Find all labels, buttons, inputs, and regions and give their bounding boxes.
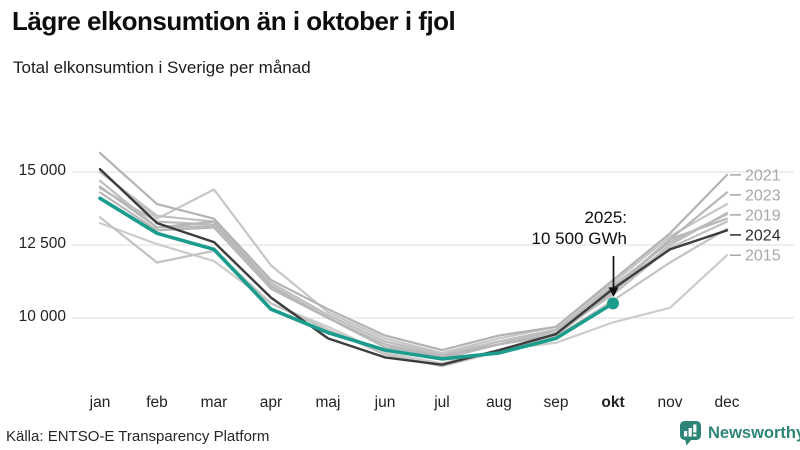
line-2021 <box>98 151 729 352</box>
year-label-2024: 2024 <box>745 227 781 244</box>
x-tick-aug: aug <box>486 394 512 411</box>
year-label-2019: 2019 <box>745 207 781 224</box>
year-label-2023: 2023 <box>745 187 781 204</box>
line-2018 <box>98 169 729 355</box>
current-month-dot <box>607 297 619 310</box>
y-tick-12500: 12 500 <box>18 235 66 252</box>
x-tick-jul: jul <box>434 394 450 411</box>
annotation-2025: 2025: 10 500 GWh <box>532 207 627 249</box>
annotation-line1: 2025: <box>584 208 627 227</box>
line-2024 <box>98 167 729 366</box>
x-tick-mar: mar <box>200 394 228 411</box>
x-tick-apr: apr <box>259 394 283 411</box>
x-tick-feb: feb <box>146 394 168 411</box>
x-tick-sep: sep <box>543 394 569 411</box>
line-2015 <box>98 222 729 365</box>
year-label-2021: 2021 <box>745 167 781 184</box>
annotation-line2: 10 500 GWh <box>531 229 627 248</box>
source-credit: Källa: ENTSO-E Transparency Platform <box>6 428 270 445</box>
x-tick-maj: maj <box>315 394 341 411</box>
x-tick-dec: dec <box>714 394 740 411</box>
x-tick-jun: jun <box>374 394 396 411</box>
line-2022 <box>98 170 729 356</box>
line-2025 <box>98 196 615 361</box>
y-tick-10000: 10 000 <box>18 308 66 325</box>
chart-subtitle: Total elkonsumtion i Sverige per månad <box>13 58 311 77</box>
y-tick-15000: 15 000 <box>18 162 66 179</box>
line-2019 <box>98 179 729 360</box>
page-title: Lägre elkonsumtion än i oktober i fjol <box>12 6 456 36</box>
newsworthy-logo: Newsworthy <box>679 420 800 446</box>
logo-text: Newsworthy <box>708 423 800 442</box>
x-tick-okt: okt <box>601 394 625 411</box>
x-tick-jan: jan <box>89 394 111 411</box>
year-label-2015: 2015 <box>745 248 781 265</box>
x-axis: jan feb mar apr maj jun jul aug sep okt … <box>0 394 800 414</box>
annotation-arrowhead <box>608 287 619 297</box>
x-tick-nov: nov <box>657 394 683 411</box>
newsworthy-bar-chart-bubble-icon <box>680 421 701 446</box>
